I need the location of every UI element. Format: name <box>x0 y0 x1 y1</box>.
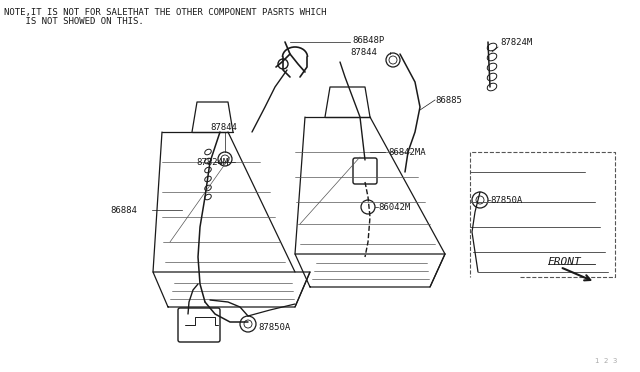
Circle shape <box>386 53 400 67</box>
Text: 86884: 86884 <box>110 205 137 215</box>
Ellipse shape <box>205 167 211 173</box>
Ellipse shape <box>487 43 497 51</box>
Text: 87844: 87844 <box>350 48 377 57</box>
Ellipse shape <box>205 176 211 182</box>
Text: NOTE,IT IS NOT FOR SALETHAT THE OTHER COMPONENT PASRTS WHICH: NOTE,IT IS NOT FOR SALETHAT THE OTHER CO… <box>4 8 326 17</box>
Ellipse shape <box>205 158 211 164</box>
Ellipse shape <box>205 194 211 200</box>
Circle shape <box>278 59 288 69</box>
Text: 87844: 87844 <box>210 122 237 131</box>
Ellipse shape <box>487 83 497 91</box>
Circle shape <box>221 155 229 163</box>
Text: 87824M: 87824M <box>196 157 228 167</box>
Ellipse shape <box>487 73 497 81</box>
Text: IS NOT SHOWED ON THIS.: IS NOT SHOWED ON THIS. <box>4 17 144 26</box>
Ellipse shape <box>487 53 497 61</box>
Text: 87850A: 87850A <box>258 324 291 333</box>
Circle shape <box>472 192 488 208</box>
Ellipse shape <box>205 185 211 191</box>
Text: 86042M: 86042M <box>378 202 410 212</box>
Circle shape <box>244 320 252 328</box>
Ellipse shape <box>205 149 211 155</box>
Text: 87850A: 87850A <box>490 196 522 205</box>
Circle shape <box>240 316 256 332</box>
Text: 86842MA: 86842MA <box>388 148 426 157</box>
Circle shape <box>389 56 397 64</box>
Text: 86B48P: 86B48P <box>352 35 384 45</box>
Circle shape <box>476 196 484 204</box>
Ellipse shape <box>487 63 497 71</box>
Text: 87824M: 87824M <box>500 38 532 46</box>
Text: FRONT: FRONT <box>548 257 582 267</box>
FancyBboxPatch shape <box>353 158 377 184</box>
Circle shape <box>361 200 375 214</box>
Text: 86885: 86885 <box>435 96 462 105</box>
Circle shape <box>218 152 232 166</box>
FancyBboxPatch shape <box>178 308 220 342</box>
Text: 1  2  3: 1 2 3 <box>595 358 618 364</box>
